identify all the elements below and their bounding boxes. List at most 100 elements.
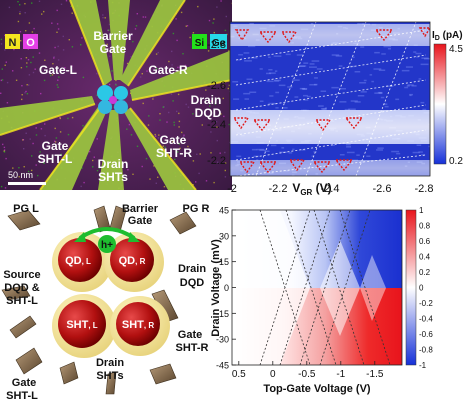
map-noise-dot [396,152,401,155]
speckle-dot [17,20,20,23]
speckle-dot [108,29,110,31]
speckle-dot [130,134,133,136]
speckle-dot [224,176,227,178]
speckle-dot [31,155,33,157]
map-noise-dot [238,54,243,56]
heatmap-colorbar-tick-label: 1 [419,206,424,215]
map-noise-dot [316,68,323,70]
speckle-dot [158,134,160,136]
speckle-dot [178,112,180,115]
map-noise-dot [391,150,400,153]
speckle-dot [43,10,45,13]
speckle-dot [62,35,64,38]
speckle-dot [185,25,187,27]
speckle-dot [213,181,215,184]
label-c-drain-shts-2: SHTs [96,370,123,382]
map-noise-dot [374,92,382,94]
label-c-gate-sht-l-2: SHT-L [6,390,38,401]
sht-l-label: SHT, L [66,319,97,331]
speckle-dot [25,132,27,134]
speckle-dot [0,79,2,82]
map-noise-dot [424,58,430,60]
speckle-dot [35,127,37,129]
map-y-tick: -2.6 [207,80,226,92]
heatmap-y-label: Drain Voltage (mV) [210,239,222,337]
device-schematic-panel: h+ QD, L QD, R SHT, L SHT, R PG L Barrie… [1,203,209,401]
speckle-dot [54,46,56,49]
map-noise-dot [374,51,380,54]
speckle-dot [227,87,229,90]
speckle-dot [98,167,101,169]
eds-source [0,96,95,135]
speckle-dot [186,25,189,27]
speckle-dot [179,147,181,150]
map-x-tick: -2.6 [373,183,392,195]
map-bright-band-bottom [230,160,430,176]
speckle-dot [96,169,99,172]
map-noise-dot [428,145,430,148]
speckle-dot [3,150,5,152]
map-noise-dot [320,90,327,92]
label-c-gate-sht-l-1: Gate [12,377,36,389]
sht-r-label: SHT, R [122,319,154,331]
speckle-dot [71,12,73,14]
speckle-dot [170,93,173,95]
speckle-dot [19,13,21,15]
qd-r-label: QD, R [119,255,146,267]
map-noise-dot [421,57,429,59]
speckle-dot [142,16,144,18]
map-noise-dot [387,48,391,50]
pg-r-block [169,211,197,235]
speckle-dot [56,84,58,86]
map-noise-dot [357,23,365,25]
map-noise-dot [302,88,307,90]
speckle-dot [162,145,164,147]
map-noise-dot [266,72,272,75]
speckle-dot [54,141,57,143]
speckle-dot [81,167,83,169]
speckle-dot [216,126,218,128]
speckle-dot [32,56,34,58]
heatmap-x-label: Top-Gate Voltage (V) [263,383,370,395]
legend-o: O [26,37,35,49]
heatmap-colorbar-tick-label: -0.2 [419,299,433,308]
speckle-dot [224,162,227,164]
qd-l-label: QD, L [65,255,91,267]
speckle-dot [128,123,131,126]
speckle-dot [28,22,31,24]
label-gate-sht-r-2: SHT-R [156,146,192,160]
eds-gate-sht-l [40,104,108,190]
heatmap-colorbar-tick-label: -0.4 [419,315,433,324]
speckle-dot [60,153,62,156]
speckle-dot [211,100,213,103]
speckle-dot [148,115,150,117]
map-noise-dot [309,63,315,65]
speckle-dot [141,165,143,168]
speckle-dot [175,18,177,20]
speckle-dot [83,181,85,184]
eds-map-panel: N O Si Ge Gate-L Barrier Gate Gate-R Dra… [0,0,232,190]
eds-gate-sht-r [124,108,196,190]
speckle-dot [71,65,73,67]
speckle-dot [21,98,23,101]
speckle-dot [54,127,56,130]
speckle-dot [210,100,212,102]
speckle-dot [168,111,170,114]
map-noise-dot [303,99,309,101]
speckle-dot [155,182,157,184]
speckle-dot [174,148,176,151]
map-noise-dot [314,77,318,79]
speckle-dot [67,133,70,136]
speckle-dot [57,86,59,88]
speckle-dot [157,176,159,178]
hole-circle [98,235,116,253]
speckle-dot [201,124,203,126]
speckle-dot [157,137,160,139]
heatmap-colorbar-tick-label: 0.4 [419,253,431,262]
hole-arrow-tail [74,232,86,242]
speckle-dot [5,61,7,63]
speckle-dot [224,151,226,154]
map-noise-dot [373,68,382,70]
map-noise-dot [292,148,295,151]
speckle-dot [44,59,46,61]
